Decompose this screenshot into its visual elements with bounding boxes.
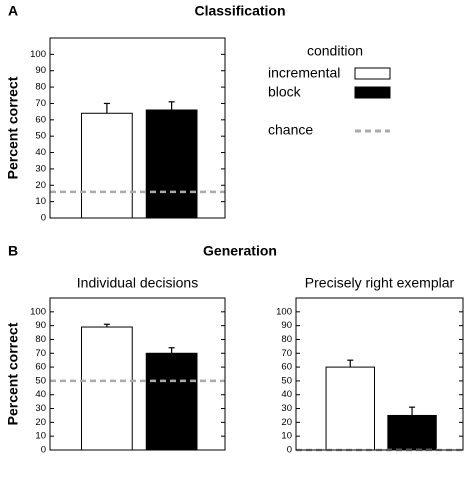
legend-title: condition xyxy=(307,43,363,59)
axes-frame xyxy=(49,297,226,451)
y-axis-label: Percent correct xyxy=(5,322,21,425)
y-tick-label: 80 xyxy=(281,334,292,345)
y-tick-label: 20 xyxy=(35,180,46,191)
y-tick-label: 50 xyxy=(35,131,46,142)
y-tick-label: 80 xyxy=(35,82,46,93)
y-tick-label: 60 xyxy=(281,362,292,373)
y-tick-label: 0 xyxy=(287,445,292,456)
legend-label: chance xyxy=(268,122,313,138)
y-tick-label: 90 xyxy=(35,65,46,76)
legend-label: block xyxy=(268,84,302,100)
y-tick-label: 70 xyxy=(281,348,292,359)
bar xyxy=(81,112,133,219)
legend-swatch xyxy=(354,67,391,80)
y-tick-label: 40 xyxy=(35,147,46,158)
panel-title: Classification xyxy=(194,3,285,19)
y-tick-label: 40 xyxy=(281,389,292,400)
y-tick-label: 10 xyxy=(35,431,46,442)
y-tick-label: 30 xyxy=(281,403,292,414)
y-tick-label: 60 xyxy=(35,114,46,125)
y-tick-label: 40 xyxy=(35,389,46,400)
bar xyxy=(387,414,437,451)
panel-label: A xyxy=(8,3,18,19)
y-tick-label: 50 xyxy=(35,375,46,386)
legend-swatch xyxy=(354,86,391,99)
panel-label: B xyxy=(8,243,18,259)
y-tick-label: 20 xyxy=(35,417,46,428)
bar xyxy=(325,366,375,451)
y-tick-label: 100 xyxy=(276,306,292,317)
bar xyxy=(145,352,198,451)
axes-frame xyxy=(49,37,226,219)
panel-title: Generation xyxy=(203,243,277,259)
y-tick-label: 10 xyxy=(35,196,46,207)
subplot-title: Individual decisions xyxy=(77,275,198,291)
y-tick-label: 60 xyxy=(35,362,46,373)
y-tick-label: 20 xyxy=(281,417,292,428)
bar xyxy=(145,109,198,219)
y-tick-label: 50 xyxy=(281,375,292,386)
y-tick-label: 0 xyxy=(41,213,46,224)
bar xyxy=(81,326,133,451)
y-tick-label: 90 xyxy=(35,320,46,331)
y-tick-label: 100 xyxy=(30,306,46,317)
y-tick-label: 10 xyxy=(281,431,292,442)
y-tick-label: 100 xyxy=(30,49,46,60)
y-tick-label: 70 xyxy=(35,98,46,109)
y-tick-label: 0 xyxy=(41,445,46,456)
y-tick-label: 80 xyxy=(35,334,46,345)
legend-label: incremental xyxy=(268,65,340,81)
y-tick-label: 70 xyxy=(35,348,46,359)
y-axis-label: Percent correct xyxy=(5,76,21,179)
y-tick-label: 30 xyxy=(35,163,46,174)
y-tick-label: 30 xyxy=(35,403,46,414)
subplot-title: Precisely right exemplar xyxy=(305,275,455,291)
y-tick-label: 90 xyxy=(281,320,292,331)
axes-frame xyxy=(295,297,464,451)
